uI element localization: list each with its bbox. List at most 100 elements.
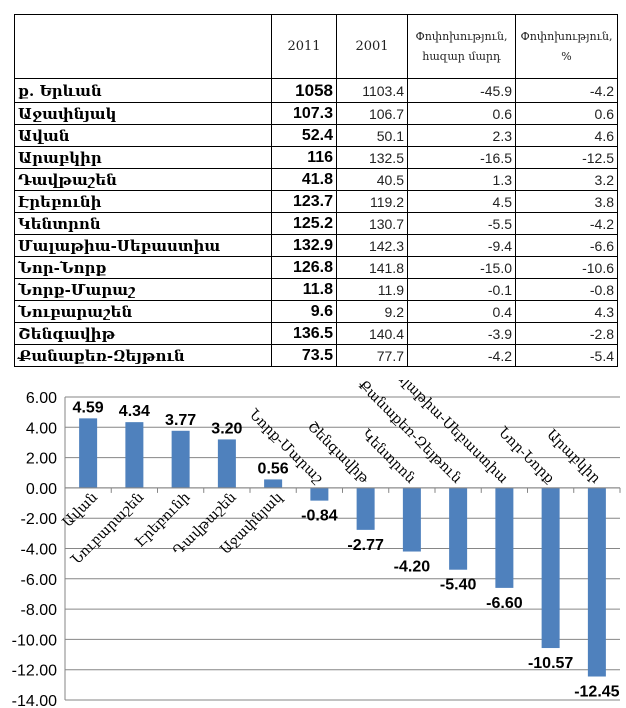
district-name: Ավան <box>14 124 272 147</box>
district-name: Աջափնյակ <box>14 102 272 125</box>
value-2011: 125.2 <box>271 212 337 235</box>
value-2001: 141.8 <box>336 256 408 279</box>
data-label: 0.56 <box>258 460 289 477</box>
bar <box>217 439 236 488</box>
table-row: Նորք-Մարաշ 11.8 11.9 -0.1 -0.8 <box>14 278 618 301</box>
district-name: ք. Երևան <box>14 78 272 103</box>
value-2001: 50.1 <box>336 124 408 147</box>
value-2001: 1103.4 <box>336 78 408 103</box>
change-percent: -4.2 <box>515 78 618 103</box>
data-label: 3.20 <box>211 420 242 437</box>
value-2011: 1058 <box>271 78 337 103</box>
district-name: Քանաքեռ-Զեյթուն <box>14 344 272 367</box>
table-row: Քանաքեռ-Զեյթուն 73.5 77.7 -4.2 -5.4 <box>14 344 618 367</box>
data-label: -10.57 <box>528 655 573 672</box>
y-tick-label: -10.00 <box>12 632 57 649</box>
value-2011: 136.5 <box>271 322 337 345</box>
value-2001: 119.2 <box>336 190 408 213</box>
data-label: -4.20 <box>394 559 431 576</box>
bar <box>310 487 329 501</box>
change-percent: 4.3 <box>515 300 618 323</box>
table-row: Դավթաշեն 41.8 40.5 1.3 3.2 <box>14 168 618 191</box>
y-tick-label: -8.00 <box>21 602 58 619</box>
change-percent: -2.8 <box>515 322 618 345</box>
header-cell <box>14 14 272 79</box>
value-2001: 40.5 <box>336 168 408 191</box>
change-percent: -4.2 <box>515 212 618 235</box>
district-name: Մալաթիա-Սեբաստիա <box>14 234 272 257</box>
change-percent: 3.2 <box>515 168 618 191</box>
value-2001: 132.5 <box>336 146 408 169</box>
y-tick-label: -4.00 <box>21 542 58 559</box>
table-header-row: 2011 2001 Փոփոխություն, հազար մարդ Փոփոխ… <box>14 14 618 79</box>
value-2011: 123.7 <box>271 190 337 213</box>
data-label: -6.60 <box>486 595 523 612</box>
value-2011: 116 <box>271 146 337 169</box>
change-thousand: -3.9 <box>407 322 516 345</box>
change-thousand: -5.5 <box>407 212 516 235</box>
bar <box>402 487 421 552</box>
change-percent: 0.6 <box>515 102 618 125</box>
bar-chart: 6.00 4.00 2.00 0.00 -2.00 -4.00 -6.00 -8.00 -10.… <box>12 380 621 708</box>
value-2011: 41.8 <box>271 168 337 191</box>
bar <box>356 487 375 530</box>
table-row: Արաբկիր 116 132.5 -16.5 -12.5 <box>14 146 618 169</box>
category-label: Ավան <box>60 489 101 530</box>
change-thousand: -15.0 <box>407 256 516 279</box>
bar <box>264 479 283 488</box>
header-change-percent: Փոփոխություն, % <box>515 14 618 79</box>
table-row: Կենտրոն 125.2 130.7 -5.5 -4.2 <box>14 212 618 235</box>
change-percent: -0.8 <box>515 278 618 301</box>
value-2011: 11.8 <box>271 278 337 301</box>
change-thousand: 0.4 <box>407 300 516 323</box>
y-tick-label: 6.00 <box>26 390 57 407</box>
table-row: Ավան 52.4 50.1 2.3 4.6 <box>14 124 618 147</box>
value-2011: 126.8 <box>271 256 337 279</box>
district-name: Կենտրոն <box>14 212 272 235</box>
header-change-thousand: Փոփոխություն, հազար մարդ <box>407 14 516 79</box>
change-percent: -12.5 <box>515 146 618 169</box>
table-row: Էրեբունի 123.7 119.2 4.5 3.8 <box>14 190 618 213</box>
value-2001: 106.7 <box>336 102 408 125</box>
value-2011: 132.9 <box>271 234 337 257</box>
bar <box>541 487 560 649</box>
change-percent: 4.6 <box>515 124 618 147</box>
table-row: Նոր-Նորք 126.8 141.8 -15.0 -10.6 <box>14 256 618 279</box>
value-2001: 142.3 <box>336 234 408 257</box>
header-2001: 2001 <box>336 14 408 79</box>
value-2011: 52.4 <box>271 124 337 147</box>
value-2011: 73.5 <box>271 344 337 367</box>
bar <box>495 487 514 588</box>
change-percent: 3.8 <box>515 190 618 213</box>
value-2001: 130.7 <box>336 212 408 235</box>
y-tick-label: 2.00 <box>26 451 57 468</box>
data-label: 3.77 <box>165 412 196 429</box>
district-name: Նոր-Նորք <box>14 256 272 279</box>
table-row: Շենգավիթ 136.5 140.4 -3.9 -2.8 <box>14 322 618 345</box>
value-2001: 140.4 <box>336 322 408 345</box>
table-row: ք. Երևան 1058 1103.4 -45.9 -4.2 <box>14 78 618 103</box>
district-name: Նորք-Մարաշ <box>14 278 272 301</box>
value-2001: 77.7 <box>336 344 408 367</box>
y-tick-label: -6.00 <box>21 572 58 589</box>
bar <box>449 487 468 570</box>
change-thousand: -0.1 <box>407 278 516 301</box>
header-2011: 2011 <box>271 14 337 79</box>
district-name: Նուբարաշեն <box>14 300 272 323</box>
y-tick-label: -12.00 <box>12 663 57 680</box>
data-label: 4.34 <box>119 403 150 420</box>
y-tick-label: 4.00 <box>26 420 57 437</box>
bar <box>125 422 144 488</box>
value-2011: 9.6 <box>271 300 337 323</box>
data-label: -0.84 <box>301 508 338 525</box>
value-2001: 11.9 <box>336 278 408 301</box>
data-label: -2.77 <box>347 537 384 554</box>
district-name: Էրեբունի <box>14 190 272 213</box>
change-thousand: -9.4 <box>407 234 516 257</box>
table-row: Աջափնյակ 107.3 106.7 0.6 0.6 <box>14 102 618 125</box>
change-percent: -5.4 <box>515 344 618 367</box>
data-label: 4.59 <box>73 399 104 416</box>
change-thousand: -4.2 <box>407 344 516 367</box>
data-label: -12.45 <box>574 684 619 701</box>
change-thousand: 0.6 <box>407 102 516 125</box>
